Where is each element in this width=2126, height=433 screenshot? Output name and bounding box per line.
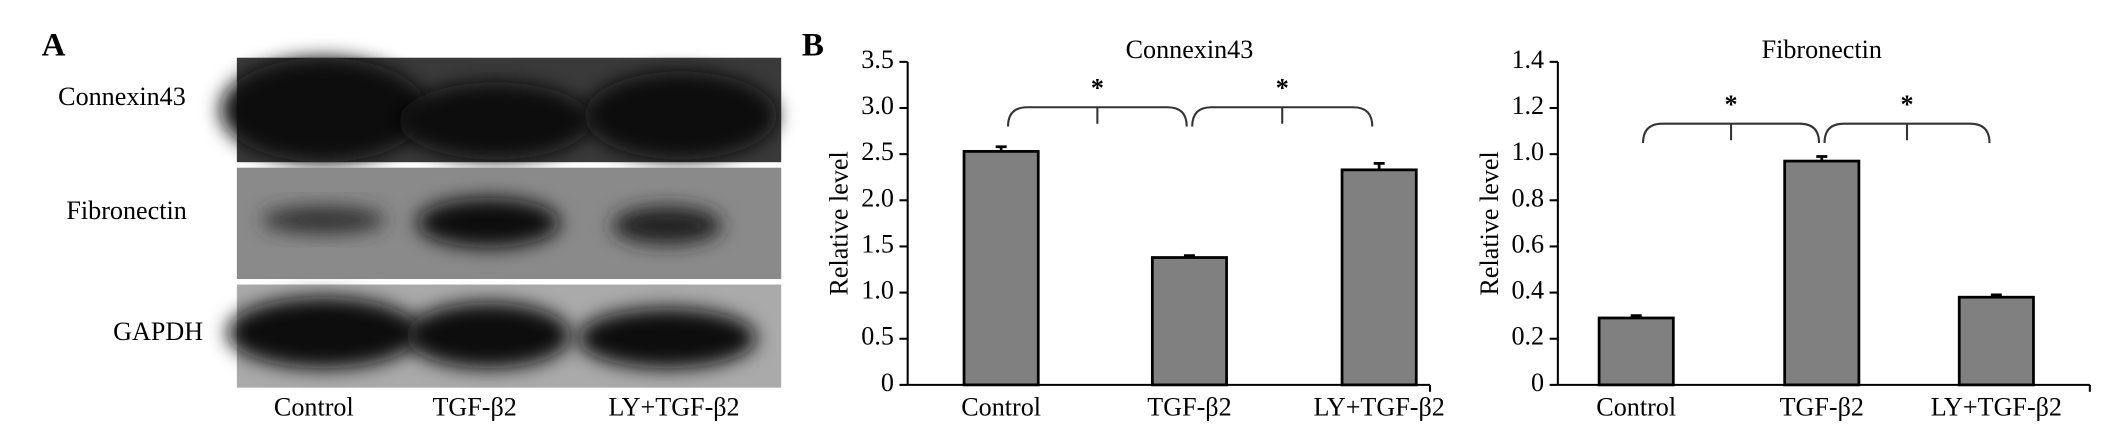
y-axis-label: Relative level <box>825 151 854 295</box>
error-bar <box>1630 314 1642 318</box>
band <box>416 197 560 248</box>
band <box>399 82 592 160</box>
y-tick-label: 0 <box>1531 368 1544 397</box>
error-bar <box>1990 293 2002 298</box>
y-tick-label: 1.5 <box>861 229 894 258</box>
y-tick-label: 1.4 <box>1511 45 1544 74</box>
bar <box>1957 295 2035 387</box>
x-tick-label: TGF-β2 <box>1780 393 1864 422</box>
y-tick-label: 0.8 <box>1511 183 1544 212</box>
chart-title: Fibronectin <box>1762 35 1882 64</box>
blot-lane-label: TGF-β2 <box>432 393 516 422</box>
blot-lane-label: LY+TGF-β2 <box>608 393 739 422</box>
band <box>261 206 386 234</box>
y-tick-label: 0 <box>881 368 894 397</box>
blot-row-label: GAPDH <box>113 317 203 346</box>
y-tick-label: 0.4 <box>1511 276 1544 305</box>
blot-row-label: Fibronectin <box>66 196 186 225</box>
significance-star: * <box>1900 90 1913 119</box>
band <box>405 302 571 369</box>
x-tick-label: Control <box>1596 393 1676 422</box>
y-tick-label: 0.5 <box>861 322 894 351</box>
significance-star: * <box>1276 74 1289 103</box>
significance-bracket <box>1642 122 1821 143</box>
significance-bracket <box>1006 106 1188 127</box>
y-axis-label: Relative level <box>1475 151 1504 295</box>
bar <box>1783 159 1861 387</box>
band <box>220 57 427 163</box>
significance-star: * <box>1091 74 1104 103</box>
error-bar <box>995 145 1007 152</box>
western-blot <box>220 57 782 388</box>
y-tick-label: 3.5 <box>861 45 894 74</box>
y-tick-label: 1.2 <box>1511 91 1544 120</box>
band <box>577 307 757 369</box>
panel-label: B <box>802 28 824 64</box>
panel-label: A <box>42 28 66 64</box>
y-tick-label: 0.2 <box>1511 322 1544 351</box>
band <box>584 71 778 160</box>
bar <box>1150 256 1228 387</box>
chart-title: Connexin43 <box>1126 35 1254 64</box>
y-tick-label: 3.0 <box>861 91 894 120</box>
bar <box>962 150 1040 387</box>
blot-row-label: Connexin43 <box>58 82 186 111</box>
significance-bracket <box>1823 122 1991 143</box>
significance-bracket <box>1191 106 1374 127</box>
x-tick-label: TGF-β2 <box>1147 393 1231 422</box>
error-bar <box>1183 254 1195 258</box>
x-tick-label: Control <box>961 393 1041 422</box>
x-tick-label: LY+TGF-β2 <box>1314 393 1445 422</box>
error-bar <box>1816 155 1828 162</box>
blot-lane-label: Control <box>274 393 354 422</box>
band <box>227 296 420 369</box>
y-tick-label: 1.0 <box>1511 137 1544 166</box>
error-bar <box>1373 162 1385 170</box>
y-tick-label: 2.0 <box>861 183 894 212</box>
y-tick-label: 0.6 <box>1511 229 1544 258</box>
significance-star: * <box>1725 90 1738 119</box>
x-tick-label: LY+TGF-β2 <box>1931 393 2062 422</box>
bar <box>1597 316 1675 387</box>
band <box>612 206 723 245</box>
y-tick-label: 2.5 <box>861 137 894 166</box>
bar <box>1340 168 1418 387</box>
y-tick-label: 1.0 <box>861 276 894 305</box>
